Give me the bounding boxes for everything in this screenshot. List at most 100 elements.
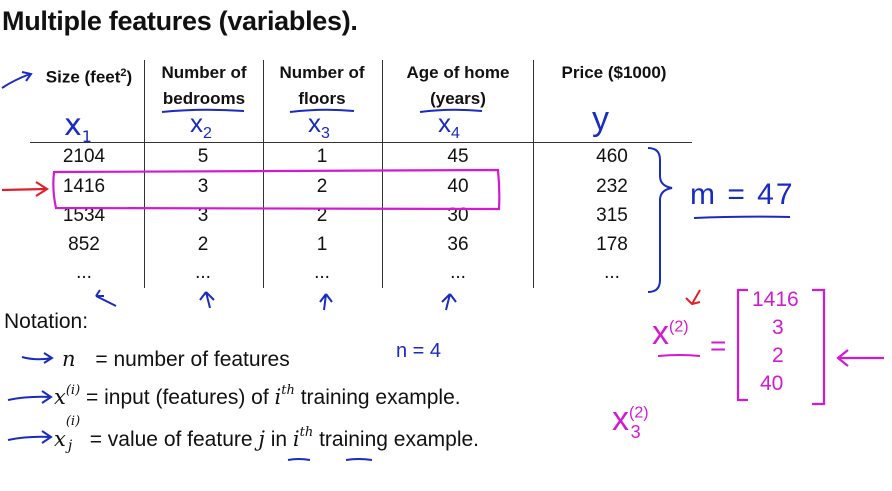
cell-r4-floors: 1 — [316, 234, 328, 255]
arrow-icon — [21, 71, 33, 82]
handwritten-x4: x4 — [438, 108, 460, 143]
handwritten-y: y — [592, 100, 609, 138]
underline-stroke — [693, 215, 791, 219]
column-divider — [533, 60, 534, 288]
header-bedrooms-line2: bedrooms — [162, 89, 246, 108]
cell-r3-bedrooms: 3 — [197, 205, 209, 226]
header-price: Price ($1000) — [536, 60, 692, 86]
cell-r2-floors: 2 — [316, 176, 328, 197]
arrow-icon — [95, 289, 117, 307]
header-floors-line1: Number of — [279, 63, 365, 82]
cell-r5-bedrooms: ... — [195, 262, 211, 283]
arrow-icon — [685, 289, 701, 306]
arrow-icon — [836, 349, 884, 367]
column-divider — [144, 60, 145, 288]
header-bedrooms-line1: Number of — [161, 63, 247, 82]
symbol-n: n — [62, 347, 76, 371]
underline-stroke — [287, 458, 311, 461]
superscript-i: (i) — [65, 414, 81, 429]
header-floors: Number of floors — [264, 60, 380, 112]
header-floors-line2: floors — [298, 89, 346, 108]
cell-r1-age: 45 — [447, 146, 469, 167]
cell-r1-floors: 1 — [316, 146, 328, 167]
underline-stroke — [345, 458, 373, 461]
subscript-j: j — [67, 438, 73, 454]
symbol-x: x — [54, 385, 66, 409]
cell-r5-price: ... — [604, 262, 620, 283]
cell-r1-price: 460 — [596, 146, 628, 167]
notation-line-n: n = number of features — [54, 347, 290, 372]
arrow-icon — [21, 352, 54, 364]
header-size-close: ) — [126, 67, 133, 87]
notation-line-xij: x (i) j = value of feature j in ith traini… — [54, 414, 480, 454]
symbol-i: i — [292, 427, 300, 451]
column-divider — [263, 60, 264, 288]
arrow-icon — [1, 187, 47, 192]
arrow-icon — [441, 293, 457, 311]
cell-r2-size: 1416 — [62, 176, 106, 197]
arrow-icon — [199, 291, 215, 309]
handwritten-x-2-3: x(2)3 — [612, 400, 649, 442]
cell-r5-floors: ... — [314, 262, 330, 283]
arrow-icon — [7, 390, 53, 404]
slide-title: Multiple features (variables). — [2, 6, 358, 36]
cell-r5-size: ... — [76, 262, 92, 283]
superscript-th: th — [299, 425, 314, 440]
notation-line-xi-text: = input (features) of — [86, 386, 275, 409]
vector-entry: 2 — [772, 344, 784, 367]
cell-r3-floors: 2 — [316, 205, 328, 226]
cell-r2-price: 232 — [596, 176, 628, 197]
cell-r2-bedrooms: 3 — [197, 176, 209, 197]
header-bedrooms: Number of bedrooms — [146, 60, 262, 112]
header-underline — [30, 142, 692, 143]
handwritten-x2: x2 — [190, 108, 212, 143]
cell-r1-bedrooms: 5 — [197, 146, 209, 167]
cell-r3-age: 30 — [447, 205, 469, 226]
notation-line-xij-text: = value of feature — [89, 428, 259, 451]
underline-stroke — [657, 354, 701, 357]
notation-heading: Notation: — [4, 310, 89, 333]
notation-in: in — [264, 428, 293, 451]
superscript-th: th — [281, 383, 295, 398]
equals-sign: = — [710, 330, 727, 361]
cell-r1-size: 2104 — [62, 146, 106, 167]
cell-r4-age: 36 — [447, 234, 469, 255]
handwritten-n-equals: n = 4 — [396, 340, 442, 362]
notation-line-xij-text-end: training example. — [313, 428, 480, 451]
bracket-icon — [812, 288, 826, 406]
cell-r3-size: 1534 — [62, 205, 106, 226]
superscript-i: (i) — [65, 383, 81, 398]
header-size-exponent: 2 — [120, 67, 127, 79]
bracket-icon — [736, 288, 748, 402]
vector-entry: 1416 — [752, 288, 799, 311]
header-age-line1: Age of home — [406, 63, 510, 82]
arrow-icon — [1, 73, 31, 89]
cell-r4-size: 852 — [68, 234, 100, 255]
notation-line-xi: x(i) = input (features) of ith training … — [54, 383, 461, 410]
notation-line-n-text: = number of features — [95, 348, 290, 371]
cell-r5-age: ... — [450, 262, 466, 283]
symbol-i: i — [274, 385, 282, 409]
header-age-line2: (years) — [430, 89, 486, 108]
cell-r3-price: 315 — [596, 205, 628, 226]
handwritten-m-equals: m = 47 — [690, 178, 795, 211]
handwritten-x-superscript-2: x(2) — [652, 314, 689, 352]
handwritten-x3: x3 — [308, 108, 330, 143]
cell-r4-bedrooms: 2 — [197, 234, 209, 255]
cell-r2-age: 40 — [447, 176, 469, 197]
header-price-line1: Price ($1000) — [561, 63, 667, 82]
column-divider — [382, 60, 383, 288]
header-size: Size (feet2) — [34, 60, 144, 91]
vector-entry: 3 — [772, 316, 784, 339]
vector-entry: 40 — [760, 372, 784, 395]
symbol-j: j — [258, 427, 265, 451]
handwritten-x1: x1 — [64, 108, 92, 146]
arrow-icon — [7, 430, 53, 444]
header-size-text: Size (feet — [45, 67, 121, 87]
header-age: Age of home (years) — [384, 60, 532, 112]
symbol-x: x — [54, 427, 66, 451]
notation-line-xi-text-end: training example. — [294, 386, 461, 409]
cell-r4-price: 178 — [596, 234, 628, 255]
arrow-icon — [319, 293, 333, 311]
